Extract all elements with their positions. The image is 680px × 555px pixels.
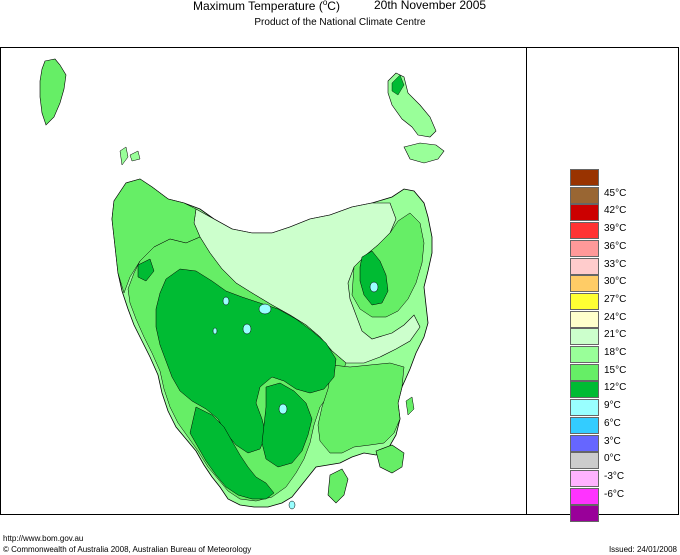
legend-swatch (570, 275, 599, 293)
legend-swatch (570, 239, 599, 257)
legend-label: 45°C (604, 187, 627, 199)
legend-label: 9°C (604, 400, 621, 412)
legend-swatch (570, 505, 599, 523)
bruny-island (327, 468, 349, 504)
legend-label: 36°C (604, 240, 627, 252)
cold-spot-3 (222, 296, 230, 306)
legend-swatch (570, 222, 599, 240)
legend-swatch (570, 399, 599, 417)
small-island-nw2 (129, 150, 141, 162)
legend-label: 42°C (604, 205, 627, 217)
green-zone-east (317, 362, 405, 454)
tasman-peninsula (375, 444, 405, 474)
legend-swatch (570, 310, 599, 328)
king-island (39, 58, 67, 126)
cool-zone-west-coast-1 (137, 258, 155, 282)
title-date: 20th November 2005 (374, 0, 487, 12)
legend-swatch (570, 452, 599, 470)
legend-swatch (570, 416, 599, 434)
legend-divider (526, 47, 527, 515)
cold-spot-2 (242, 323, 252, 335)
footer-url: http://www.bom.gov.au (3, 534, 84, 543)
legend-label: 18°C (604, 347, 627, 358)
map-frame (0, 47, 679, 515)
legend-label: 3°C (604, 435, 621, 447)
legend-swatch (570, 186, 599, 204)
legend-label: 12°C (604, 382, 627, 394)
footer-copyright: © Commonwealth of Australia 2008, Austra… (3, 545, 252, 554)
legend-swatch (570, 363, 599, 381)
cool-zone-central-highlands (155, 268, 337, 454)
legend-swatch (570, 292, 599, 310)
legend-swatch (570, 257, 599, 275)
legend-swatch (570, 469, 599, 487)
legend-swatch (570, 346, 599, 363)
legend-swatch (570, 434, 599, 452)
legend-label: 24°C (604, 311, 627, 323)
cool-zone-ben-lomond (359, 250, 389, 306)
legend-label: -6°C (604, 488, 625, 500)
legend-swatch (570, 487, 599, 505)
cold-spot-7 (212, 327, 218, 335)
chart-title: Maximum Temperature (oC) 20th November 2… (0, 0, 680, 14)
title-text: Maximum Temperature (oC) (193, 0, 340, 13)
chart-subtitle: Product of the National Climate Centre (254, 17, 426, 28)
flinders-island-peak (391, 74, 405, 96)
cold-spot-1 (258, 303, 272, 315)
legend-label: 30°C (604, 276, 627, 288)
legend-label: 15°C (604, 364, 627, 376)
legend-swatch (570, 381, 599, 399)
cold-spot-5 (278, 403, 288, 415)
maria-island (405, 396, 415, 416)
cool-zone-southwest (189, 406, 275, 500)
cape-barren-island (403, 142, 445, 164)
tasmania-map (39, 58, 445, 510)
legend-label: 39°C (604, 223, 627, 235)
legend-swatch (570, 169, 599, 186)
legend-label: 0°C (604, 453, 621, 465)
legend-label: 33°C (604, 258, 627, 270)
legend-label: 21°C (604, 329, 627, 341)
legend-swatch (570, 204, 599, 222)
cold-spot-6 (288, 500, 296, 510)
cold-spot-4 (369, 281, 379, 293)
legend-label: 27°C (604, 293, 627, 305)
footer-issued-date: Issued: 24/01/2008 (608, 545, 677, 554)
legend-label: -3°C (604, 470, 625, 482)
legend-swatch (570, 328, 599, 346)
legend-label: 6°C (604, 417, 621, 429)
cool-zone-south (261, 382, 313, 468)
small-island-nw1 (119, 146, 129, 166)
